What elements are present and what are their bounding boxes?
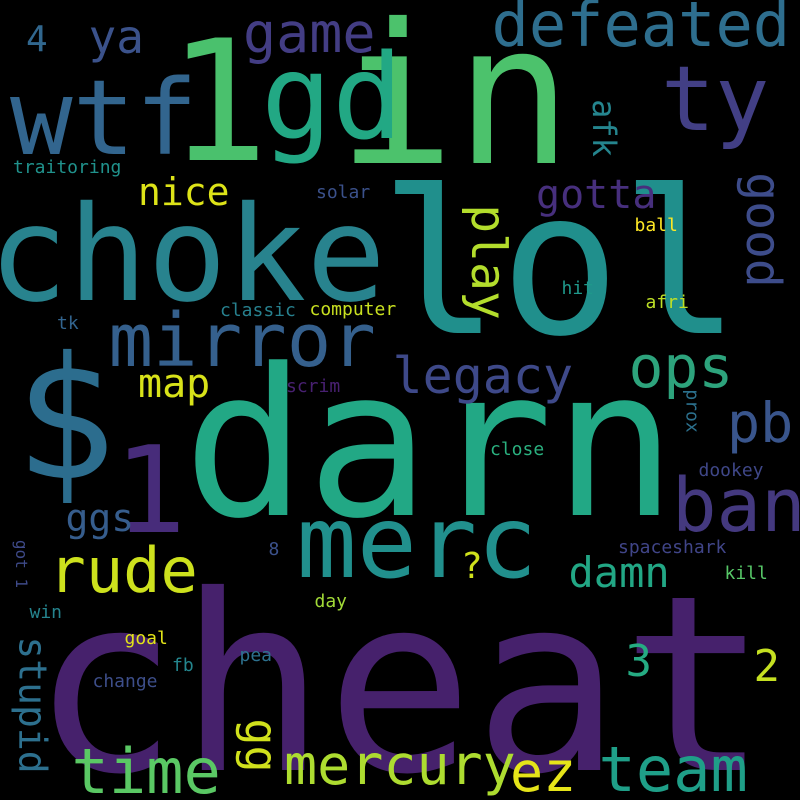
word-change: change bbox=[92, 671, 158, 692]
word-day: day bbox=[314, 591, 348, 612]
word-hit: hit bbox=[561, 278, 595, 299]
word-solar: solar bbox=[316, 182, 371, 203]
word-team: team bbox=[598, 733, 748, 800]
word-gg: gg bbox=[234, 717, 288, 773]
word-win: win bbox=[29, 602, 63, 623]
word-computer: computer bbox=[309, 299, 397, 320]
word-afri: afri bbox=[645, 292, 689, 313]
word-1: 1 bbox=[167, 4, 269, 200]
word-mercury: mercury bbox=[284, 732, 516, 797]
word-spaceshark: spaceshark bbox=[618, 537, 727, 558]
word-ez: ez bbox=[510, 739, 577, 800]
word-game: game bbox=[243, 0, 376, 65]
word-wtf: wtf bbox=[10, 57, 198, 179]
word-question-mark: ? bbox=[461, 546, 483, 587]
word-4: 4 bbox=[26, 19, 48, 60]
word-legacy: legacy bbox=[392, 347, 574, 405]
word-ya: ya bbox=[88, 10, 144, 64]
word-ty: ty bbox=[661, 47, 770, 152]
word-traitoring: traitoring bbox=[13, 157, 122, 178]
word-fb: fb bbox=[172, 655, 194, 676]
word-choke: choke bbox=[0, 178, 386, 332]
word-got-1: got 1 bbox=[12, 539, 32, 589]
word-pea: pea bbox=[239, 645, 273, 666]
word-cheat: cheat bbox=[31, 542, 769, 800]
word-mirror: mirror bbox=[108, 298, 376, 384]
word-defeated: defeated bbox=[491, 0, 791, 61]
word-8: 8 bbox=[268, 539, 280, 560]
word-ggs: ggs bbox=[65, 496, 135, 540]
word-dookey: dookey bbox=[698, 460, 764, 481]
word-afk: afk bbox=[584, 99, 623, 157]
word-darn: darn bbox=[183, 325, 677, 564]
word-gotta: gotta bbox=[536, 172, 657, 218]
word-stupid: stupid bbox=[10, 636, 55, 774]
word-scrim: scrim bbox=[286, 376, 341, 397]
word-tk: tk bbox=[57, 313, 79, 334]
word-classic: classic bbox=[220, 300, 296, 321]
word-time: time bbox=[71, 735, 221, 800]
word-dollar-sign: $ bbox=[14, 321, 117, 519]
word-3: 3 bbox=[625, 636, 653, 687]
word-2: 2 bbox=[753, 641, 781, 692]
word-nice: nice bbox=[138, 170, 230, 214]
word-1: 1 bbox=[114, 422, 187, 561]
word-prox: prox bbox=[681, 389, 703, 433]
word-good: good bbox=[734, 172, 791, 288]
word-in: in bbox=[337, 0, 573, 209]
word-rude: rude bbox=[48, 534, 198, 607]
word-gd: gd bbox=[261, 28, 404, 166]
word-pb: pb bbox=[727, 390, 794, 455]
word-play: play bbox=[459, 204, 516, 320]
word-ban: ban bbox=[672, 463, 800, 549]
word-lol: lol bbox=[379, 148, 741, 381]
word-close: close bbox=[490, 439, 545, 460]
word-damn: damn bbox=[568, 548, 670, 597]
word-goal: goal bbox=[124, 628, 168, 649]
word-map: map bbox=[138, 361, 211, 407]
word-ball: ball bbox=[634, 215, 678, 236]
word-kill: kill bbox=[724, 563, 768, 584]
word-ops: ops bbox=[628, 333, 734, 401]
word-merc: merc bbox=[296, 484, 538, 601]
